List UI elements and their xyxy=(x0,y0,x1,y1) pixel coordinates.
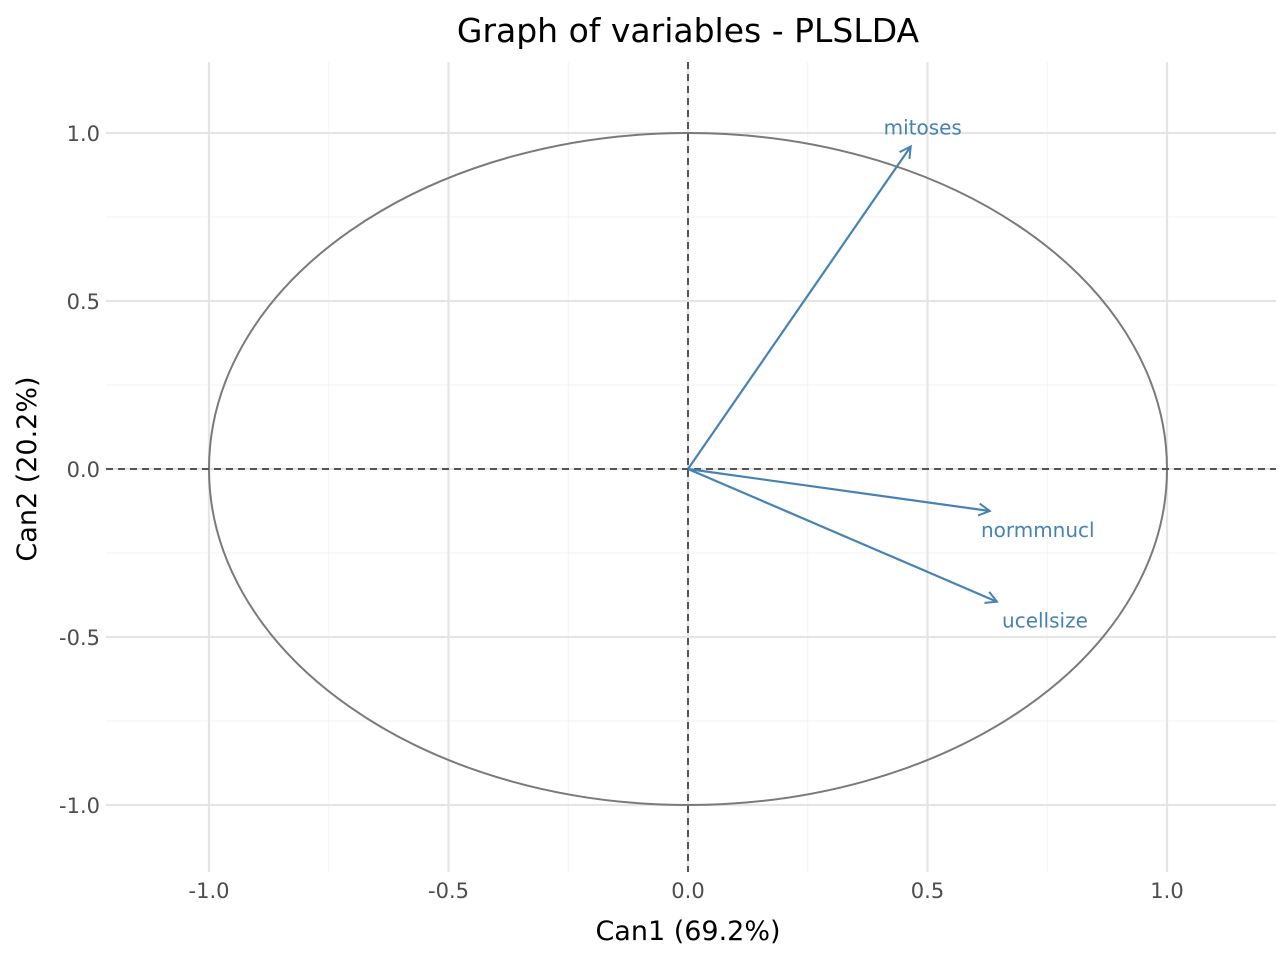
variable-label-ucellsize: ucellsize xyxy=(1002,609,1088,633)
arrow-mitoses xyxy=(687,146,911,470)
y-axis-title: Can2 (20.2%) xyxy=(12,376,43,561)
y-tick-label: 0.5 xyxy=(67,290,100,314)
reference-lines xyxy=(106,62,1276,872)
y-tick-label: -0.5 xyxy=(59,626,100,650)
minor-gridlines xyxy=(106,62,1276,872)
chart-title: Graph of variables - PLSLDA xyxy=(457,11,920,50)
y-tick-label: 1.0 xyxy=(67,122,100,146)
x-tick-label: 0.5 xyxy=(911,879,944,903)
x-tick-labels: -1.0 -0.5 0.0 0.5 1.0 xyxy=(189,879,1184,903)
y-tick-labels: -1.0 -0.5 0.0 0.5 1.0 xyxy=(59,122,100,818)
y-tick-label: 0.0 xyxy=(67,458,100,482)
arrow-ucellsize xyxy=(687,467,997,602)
x-axis-title: Can1 (69.2%) xyxy=(595,916,780,947)
arrow-normmnucl xyxy=(687,467,990,511)
variable-label-mitoses: mitoses xyxy=(884,115,962,139)
major-gridlines xyxy=(106,62,1276,872)
x-tick-label: -1.0 xyxy=(189,879,230,903)
variable-label-normmnucl: normmnucl xyxy=(981,518,1095,542)
variable-arrows: mitoses normmnucl ucellsize xyxy=(687,115,1095,633)
x-tick-label: 1.0 xyxy=(1150,879,1183,903)
x-tick-label: 0.0 xyxy=(671,879,704,903)
x-tick-label: -0.5 xyxy=(428,879,469,903)
y-tick-label: -1.0 xyxy=(59,794,100,818)
